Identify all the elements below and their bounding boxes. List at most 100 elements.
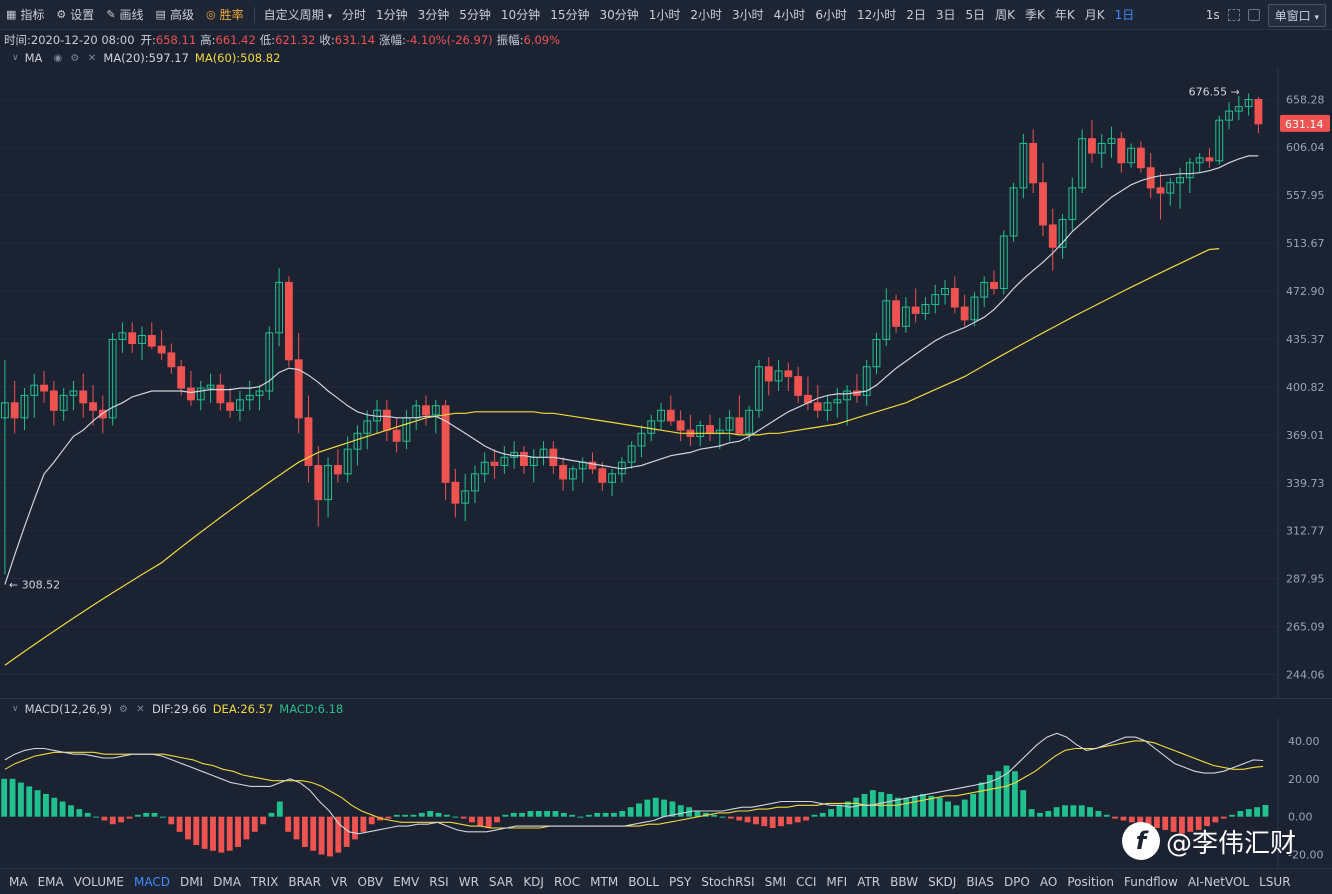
price-chart[interactable]: 658.28 606.04 557.95 513.67 472.90 435.37 400.… bbox=[0, 68, 1332, 698]
period-option[interactable]: 4小时 bbox=[773, 8, 806, 22]
indicator-tab[interactable]: SAR bbox=[488, 874, 514, 889]
period-option[interactable]: 1分钟 bbox=[375, 8, 408, 22]
period-option[interactable]: 2小时 bbox=[690, 8, 723, 22]
indicator-tab[interactable]: StochRSI bbox=[701, 874, 755, 889]
indicator-tab[interactable]: RSI bbox=[429, 874, 449, 889]
screenshot-icon[interactable] bbox=[1227, 9, 1240, 21]
indicator-tab[interactable]: ROC bbox=[553, 874, 581, 889]
indicator-tab[interactable]: MTM bbox=[590, 874, 619, 889]
period-option[interactable]: 2日 bbox=[906, 8, 926, 22]
gear-icon[interactable]: ⚙ bbox=[118, 703, 128, 715]
candle-body bbox=[862, 366, 871, 396]
pane-divider[interactable] bbox=[0, 698, 1332, 699]
gear-icon[interactable]: ⚙ bbox=[70, 52, 80, 64]
candle-body bbox=[921, 304, 930, 314]
period-option[interactable]: 3分钟 bbox=[417, 8, 450, 22]
macd-histogram-bar bbox=[327, 816, 333, 857]
indicator-tab[interactable]: PSY bbox=[669, 874, 692, 889]
eye-icon[interactable]: ◉ bbox=[53, 52, 63, 64]
macd-histogram-bar bbox=[878, 792, 885, 817]
indicator-tab[interactable]: MACD bbox=[133, 874, 170, 889]
period-option[interactable]: 年K bbox=[1054, 8, 1075, 22]
indicator-tab[interactable]: KDJ bbox=[523, 874, 544, 889]
period-option[interactable]: 3日 bbox=[935, 8, 956, 22]
custom-period-dropdown[interactable]: 自定义周期 ▾ bbox=[259, 6, 337, 23]
period-option[interactable]: 月K bbox=[1084, 8, 1105, 22]
indicator-tab[interactable]: SMI bbox=[764, 874, 787, 889]
collapse-chevron-icon[interactable]: ∨ bbox=[12, 53, 19, 63]
macd-histogram-bar bbox=[961, 799, 968, 817]
toolbar-item-advanced[interactable]: ▤ 高级 bbox=[150, 0, 200, 30]
close-icon[interactable]: ✕ bbox=[87, 52, 97, 64]
macd-histogram-bar bbox=[911, 795, 918, 817]
period-option[interactable]: 1小时 bbox=[648, 8, 681, 22]
indicator-tab[interactable]: Position bbox=[1067, 874, 1115, 889]
period-option[interactable]: 3小时 bbox=[732, 8, 764, 22]
indicator-tab[interactable]: DMA bbox=[213, 874, 241, 889]
y-tick-label: 287.95 bbox=[1286, 573, 1325, 586]
indicator-tab[interactable]: TRIX bbox=[250, 874, 279, 889]
indicator-tab[interactable]: BBW bbox=[890, 874, 919, 889]
candle-body bbox=[245, 394, 254, 401]
indicator-tab[interactable]: BOLL bbox=[628, 874, 660, 889]
indicator-tab[interactable]: MFI bbox=[826, 874, 848, 889]
period-option[interactable]: 周K bbox=[995, 8, 1016, 22]
indicator-tab[interactable]: EMV bbox=[393, 874, 420, 889]
interval-label[interactable]: 1s bbox=[1205, 8, 1220, 22]
toolbar-item-win-rate[interactable]: ◎ 胜率 bbox=[200, 0, 250, 30]
candle-body bbox=[422, 405, 430, 416]
period-option[interactable]: 5分钟 bbox=[459, 8, 491, 22]
indicator-tab[interactable]: Fundflow bbox=[1124, 874, 1178, 889]
period-option[interactable]: 10分钟 bbox=[500, 8, 541, 22]
macd-legend: ∨ MACD(12,26,9) ⚙ ✕ DIF:29.66 DEA:26.57 … bbox=[0, 701, 343, 717]
indicator-tab[interactable]: CCI bbox=[796, 874, 817, 889]
caret-down-icon: ▾ bbox=[1314, 12, 1319, 23]
macd-y-tick-label: 40.00 bbox=[1288, 735, 1320, 748]
collapse-chevron-icon[interactable]: ∨ bbox=[12, 704, 19, 714]
single-window-button[interactable]: 单窗口 ▾ bbox=[1267, 3, 1326, 27]
indicator-tab[interactable]: WR bbox=[458, 874, 479, 889]
indicator-tab[interactable]: DPO bbox=[1003, 874, 1030, 889]
indicator-tab[interactable]: VR bbox=[330, 874, 348, 889]
toolbar-item-indicator[interactable]: ▦ 指标 bbox=[0, 0, 50, 30]
indicator-tab[interactable]: SKDJ bbox=[928, 874, 957, 889]
indicator-tab[interactable]: DMI bbox=[179, 874, 204, 889]
period-option[interactable]: 15分钟 bbox=[550, 8, 590, 22]
period-option[interactable]: 12小时 bbox=[856, 8, 897, 22]
macd-histogram-bar bbox=[84, 812, 91, 817]
indicator-tab[interactable]: AI-NetVOL bbox=[1187, 874, 1250, 889]
indicator-tab[interactable]: ATR bbox=[857, 874, 881, 889]
period-option[interactable]: 1日 bbox=[1114, 8, 1135, 22]
close-icon[interactable]: ✕ bbox=[136, 703, 145, 715]
indicator-tab[interactable]: LSUR bbox=[1259, 874, 1291, 889]
indicator-tab[interactable]: AO bbox=[1039, 874, 1058, 889]
indicator-tab[interactable]: BIAS bbox=[966, 874, 994, 889]
period-option[interactable]: 5日 bbox=[965, 8, 986, 22]
period-option[interactable]: 分时 bbox=[341, 8, 366, 22]
period-list: 分时 1分钟 3分钟 5分钟 10分钟 15分钟 30分钟 1小时 2小时 3小时 4小时 6小时 12… bbox=[337, 6, 1139, 23]
macd-histogram-bar bbox=[1011, 771, 1018, 817]
macd-histogram-bar bbox=[26, 786, 33, 817]
period-option[interactable]: 30分钟 bbox=[599, 8, 639, 22]
period-option[interactable]: 6小时 bbox=[815, 8, 847, 22]
indicator-tab[interactable]: MA bbox=[9, 874, 28, 889]
candle-body bbox=[1117, 138, 1126, 164]
toolbar-item-draw-line[interactable]: ✎ 画线 bbox=[100, 0, 149, 30]
macd-histogram-bar bbox=[828, 809, 835, 817]
macd-histogram-bar bbox=[661, 799, 667, 817]
candle-body bbox=[1009, 187, 1018, 237]
macd-histogram-bar bbox=[443, 814, 450, 817]
candle-body bbox=[275, 281, 284, 334]
indicator-tab[interactable]: OBV bbox=[357, 874, 384, 889]
candle-body bbox=[1195, 157, 1204, 164]
indicator-tab[interactable]: EMA bbox=[37, 874, 64, 889]
macd-chart[interactable]: 40.00 20.00 0.00 -20.00 bbox=[0, 718, 1332, 868]
macd-histogram-bar bbox=[385, 816, 392, 819]
indicator-tab[interactable]: BRAR bbox=[288, 874, 321, 889]
candle-body bbox=[392, 429, 401, 442]
toolbar-item-settings[interactable]: ⚙ 设置 bbox=[50, 0, 100, 30]
period-option[interactable]: 季K bbox=[1025, 8, 1045, 22]
fullscreen-icon[interactable] bbox=[1247, 9, 1260, 21]
indicator-tab[interactable]: VOLUME bbox=[73, 874, 124, 889]
macd-histogram-bar bbox=[185, 816, 191, 840]
